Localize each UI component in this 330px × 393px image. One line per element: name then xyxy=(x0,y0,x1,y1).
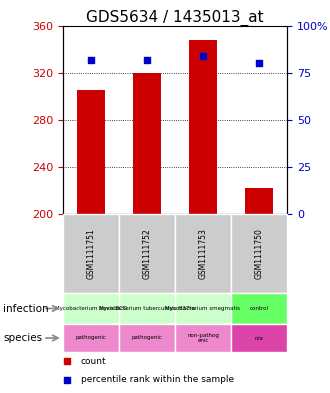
Text: Mycobacterium tuberculosis H37ra: Mycobacterium tuberculosis H37ra xyxy=(99,306,195,311)
Bar xyxy=(175,324,231,352)
Bar xyxy=(63,324,119,352)
Bar xyxy=(175,214,231,293)
Text: GSM1111752: GSM1111752 xyxy=(142,228,151,279)
Bar xyxy=(231,214,287,293)
Text: Mycobacterium smegmatis: Mycobacterium smegmatis xyxy=(165,306,241,311)
Point xyxy=(200,53,206,59)
Bar xyxy=(63,293,119,324)
Text: percentile rank within the sample: percentile rank within the sample xyxy=(81,375,234,384)
Bar xyxy=(119,214,175,293)
Bar xyxy=(245,188,273,214)
Bar xyxy=(119,324,175,352)
Text: control: control xyxy=(249,306,269,311)
Text: pathogenic: pathogenic xyxy=(75,336,106,340)
Bar xyxy=(231,324,287,352)
Point xyxy=(144,56,149,62)
Text: pathogenic: pathogenic xyxy=(131,336,162,340)
Point xyxy=(256,60,262,66)
Text: GSM1111751: GSM1111751 xyxy=(86,228,95,279)
Text: n/a: n/a xyxy=(255,336,263,340)
Bar xyxy=(175,293,231,324)
Point xyxy=(65,376,70,383)
Text: GSM1111750: GSM1111750 xyxy=(254,228,264,279)
Bar xyxy=(119,293,175,324)
Text: Mycobacterium bovis BCG: Mycobacterium bovis BCG xyxy=(55,306,127,311)
Text: GSM1111753: GSM1111753 xyxy=(198,228,208,279)
Bar xyxy=(189,40,217,214)
Text: count: count xyxy=(81,356,106,365)
Point xyxy=(88,56,93,62)
Point xyxy=(65,358,70,364)
Text: non-pathog
enic: non-pathog enic xyxy=(187,332,219,343)
Bar xyxy=(77,90,105,214)
Text: infection: infection xyxy=(3,303,49,314)
Bar xyxy=(231,293,287,324)
Text: species: species xyxy=(3,333,43,343)
Bar xyxy=(133,73,161,214)
Bar xyxy=(63,214,119,293)
Title: GDS5634 / 1435013_at: GDS5634 / 1435013_at xyxy=(86,9,264,26)
